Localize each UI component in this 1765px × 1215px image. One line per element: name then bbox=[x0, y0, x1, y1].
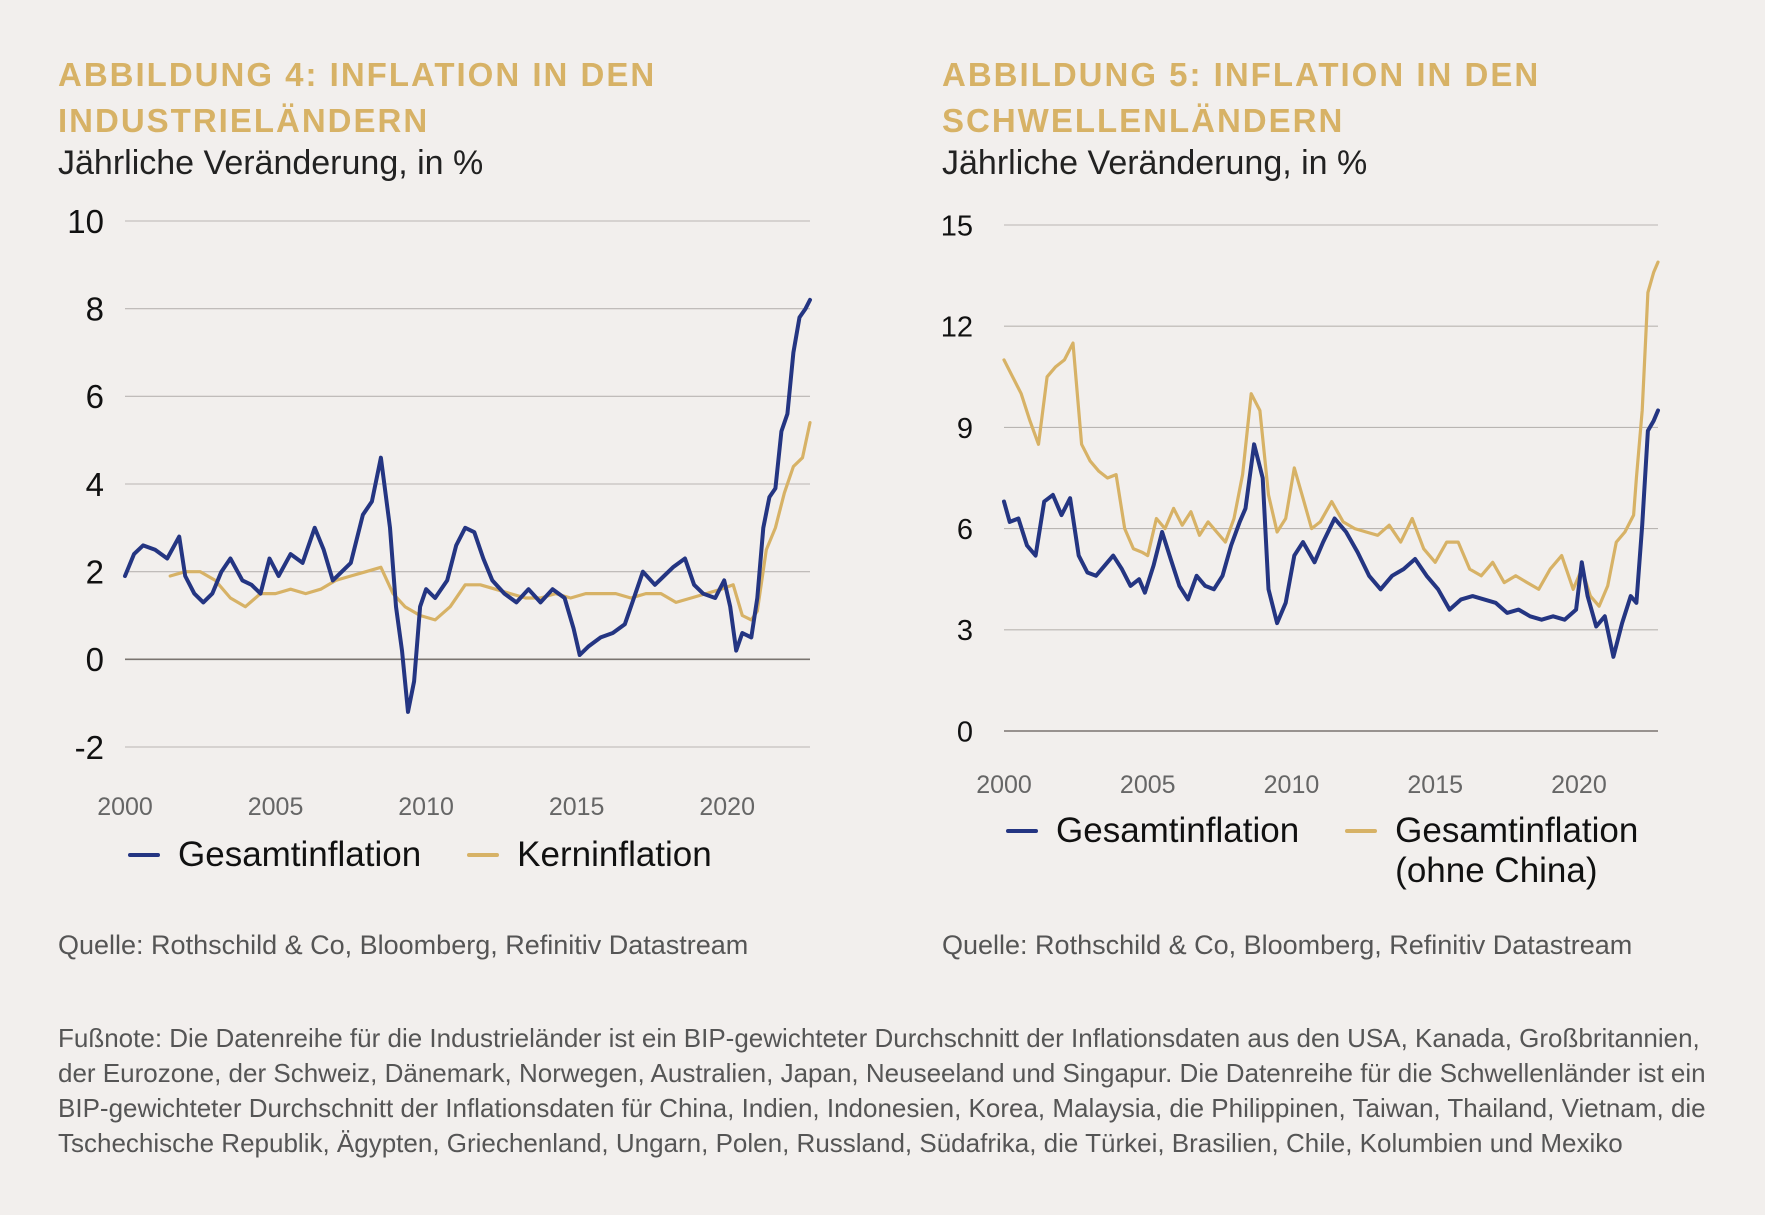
legend-label: Gesamtinflation (ohne China) bbox=[1395, 811, 1639, 890]
y-tick-label: 4 bbox=[86, 466, 104, 503]
footnote: Fußnote: Die Datenreihe für die Industri… bbox=[58, 1023, 1706, 1158]
x-tick-label: 2000 bbox=[976, 771, 1032, 799]
chart-subtitle: Jährliche Veränderung, in % bbox=[942, 144, 1368, 182]
y-tick-label: 6 bbox=[86, 378, 104, 415]
chart-subtitle: Jährliche Veränderung, in % bbox=[58, 144, 484, 182]
legend-item-kerninflation: Kerninflation bbox=[467, 835, 712, 875]
x-tick-label: 2015 bbox=[1407, 771, 1463, 799]
x-tick-label: 2020 bbox=[1551, 771, 1607, 799]
series-line-gesamtinflation bbox=[123, 297, 812, 714]
chart-panel-industrial: ABBILDUNG 4: INFLATION IN DEN INDUSTRIEL… bbox=[0, 0, 860, 960]
y-tick-label: 3 bbox=[957, 615, 973, 647]
chart-legend: Gesamtinflation Kerninflation bbox=[128, 835, 758, 875]
chart-title: ABBILDUNG 5: INFLATION IN DEN SCHWELLENL… bbox=[942, 56, 1541, 139]
x-tick-label: 2020 bbox=[699, 793, 755, 821]
y-tick-label: -2 bbox=[75, 729, 104, 766]
chart-panel-emerging: ABBILDUNG 5: INFLATION IN DEN SCHWELLENL… bbox=[884, 0, 1744, 960]
y-tick-label: 15 bbox=[941, 210, 973, 242]
chart-legend: Gesamtinflation Gesamtinflation (ohne Ch… bbox=[1006, 811, 1701, 891]
x-tick-label: 2000 bbox=[97, 793, 153, 821]
series-line-kerninflation bbox=[168, 421, 812, 622]
y-tick-label: 9 bbox=[957, 413, 973, 445]
legend-label: Gesamtinflation bbox=[1056, 811, 1300, 850]
x-tick-label: 2010 bbox=[1264, 771, 1320, 799]
legend-swatch-gold bbox=[467, 853, 500, 857]
chart-title: ABBILDUNG 4: INFLATION IN DEN INDUSTRIEL… bbox=[58, 56, 657, 139]
legend-item-gesamtinflation-ohne-china: Gesamtinflation (ohne China) bbox=[1345, 811, 1655, 891]
legend-swatch-gold bbox=[1345, 829, 1378, 833]
chart-source: Quelle: Rothschild & Co, Bloomberg, Refi… bbox=[942, 930, 1633, 960]
x-tick-label: 2005 bbox=[1120, 771, 1176, 799]
y-tick-label: 0 bbox=[86, 641, 104, 678]
series-line-gesamtinflation-ohne-china bbox=[1002, 260, 1660, 608]
chart-source: Quelle: Rothschild & Co, Bloomberg, Refi… bbox=[58, 930, 749, 960]
y-tick-label: 12 bbox=[941, 312, 973, 344]
legend-item-gesamtinflation: Gesamtinflation bbox=[1006, 811, 1299, 851]
y-tick-label: 6 bbox=[957, 514, 973, 546]
y-tick-label: 10 bbox=[67, 203, 104, 240]
x-tick-label: 2015 bbox=[549, 793, 605, 821]
legend-item-gesamtinflation: Gesamtinflation bbox=[128, 835, 421, 875]
x-tick-label: 2005 bbox=[248, 793, 304, 821]
legend-label: Gesamtinflation bbox=[178, 835, 422, 874]
legend-swatch-navy bbox=[128, 853, 160, 857]
legend-swatch-navy bbox=[1006, 829, 1038, 833]
y-tick-label: 2 bbox=[86, 554, 104, 591]
chart-industrial-inflation: -2 0 2 4 6 8 10 2000 2005 2010 2015 2020 bbox=[67, 203, 812, 821]
x-tick-label: 2010 bbox=[398, 793, 454, 821]
chart-emerging-inflation: 0 3 6 9 12 15 2000 2005 2010 2015 2020 bbox=[941, 210, 1660, 799]
y-tick-label: 8 bbox=[86, 291, 104, 328]
series-line-gesamtinflation bbox=[1002, 408, 1660, 659]
legend-label: Kerninflation bbox=[517, 835, 712, 874]
y-tick-label: 0 bbox=[957, 716, 973, 748]
